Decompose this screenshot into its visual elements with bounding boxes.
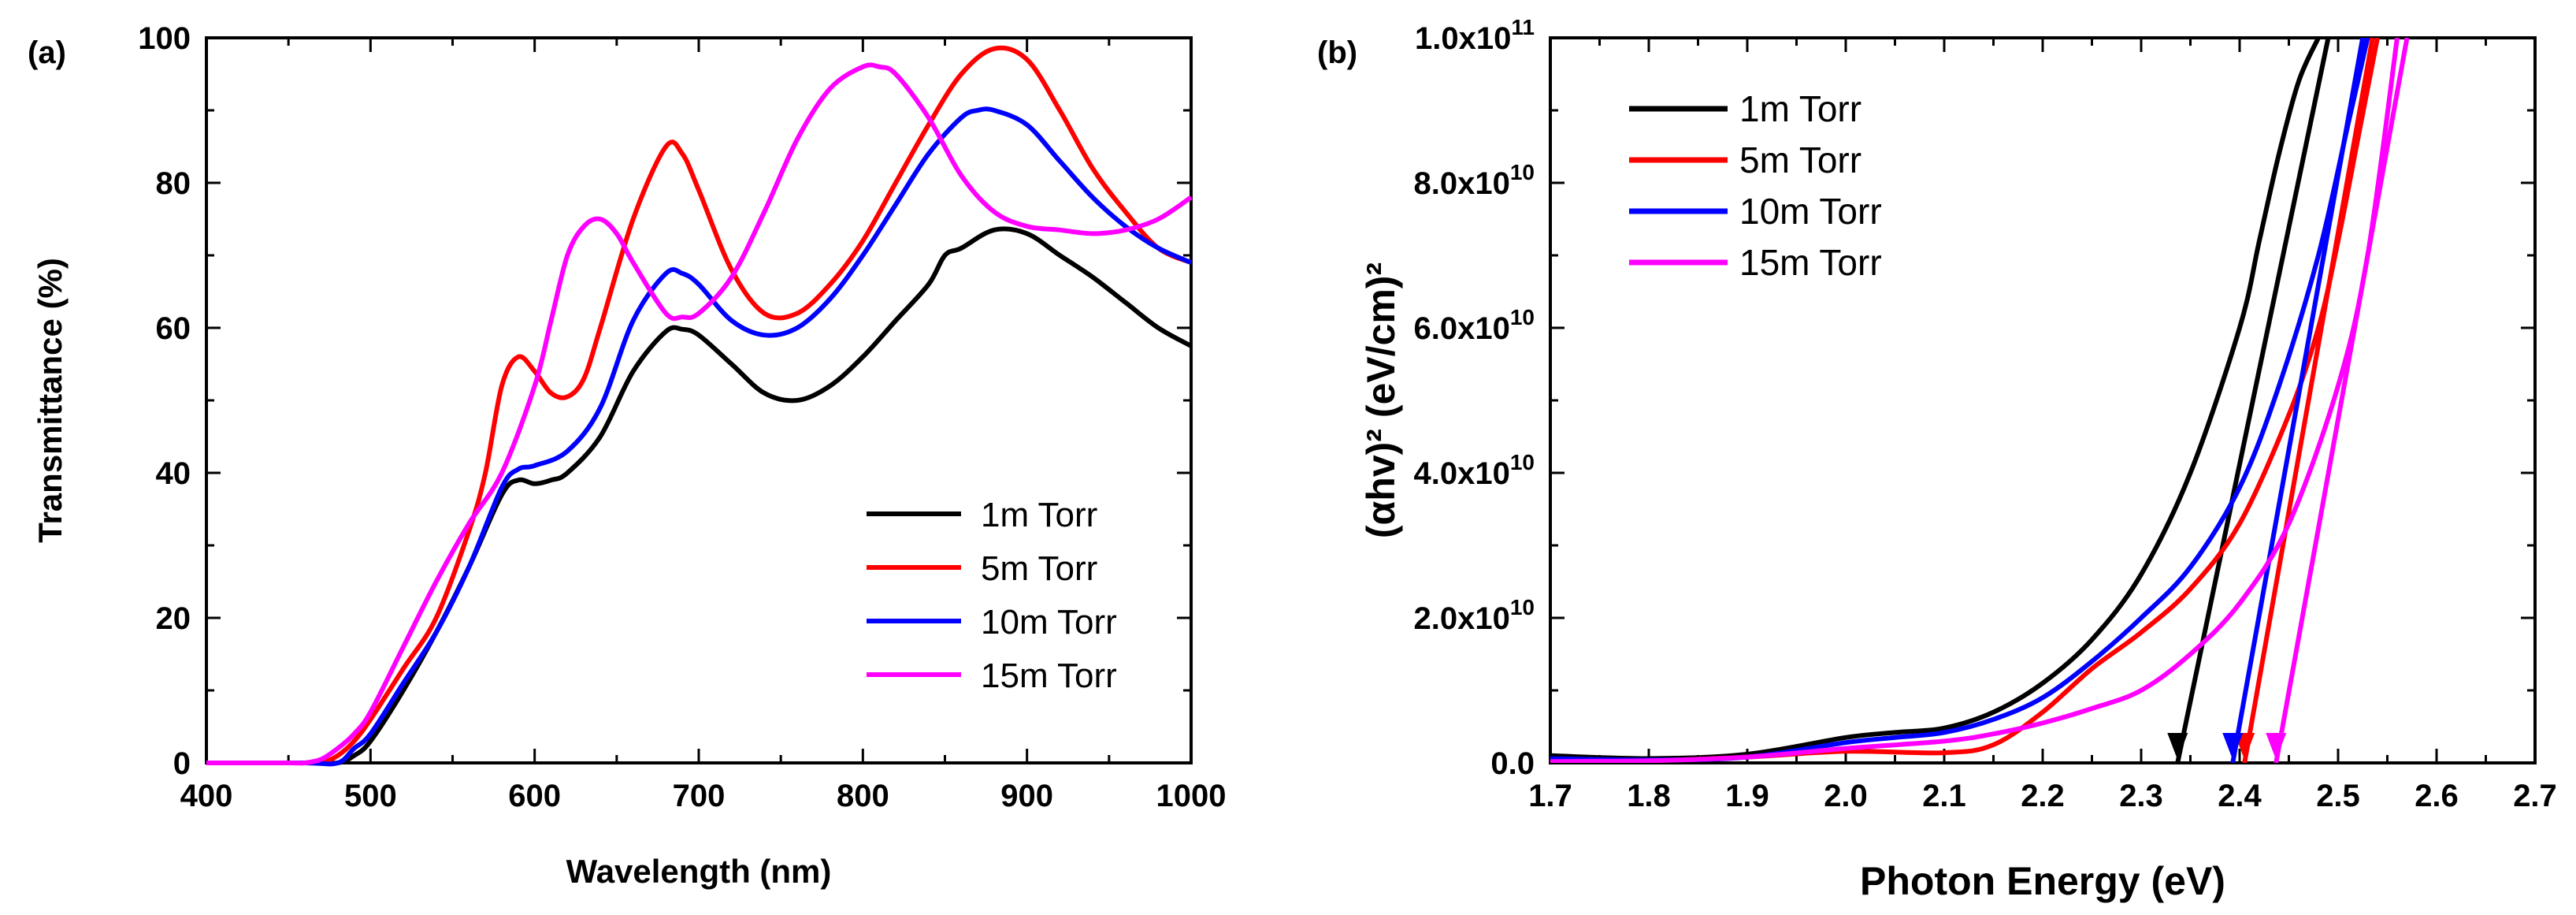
panel-b-y-tick-label: 4.0x1010: [1414, 450, 1535, 491]
panel-b-curves: [1550, 38, 2410, 763]
panel-b-y-tick-mantissa: 0.0: [1490, 746, 1535, 781]
panel-b-y-tick-exponent: 11: [1511, 15, 1535, 39]
panel-a-x-tick-label: 400: [180, 779, 233, 813]
panel-b-y-tick-label: 2.0x1010: [1414, 595, 1535, 636]
panel-b-arrowhead-1: [2167, 733, 2188, 760]
panel-b-y-axis-title-text: (αhv)² (eV/cm)²: [1359, 262, 1403, 538]
panel-b-series-line-4: [1550, 38, 2400, 763]
panel-a-x-tick-label: 800: [837, 779, 889, 813]
panel-a-y-tick-label: 60: [156, 311, 191, 346]
panel-a-y-tick-label: 80: [156, 166, 191, 201]
panel-b-arrowhead-4: [2266, 733, 2287, 760]
panel-b-label: (b): [1317, 35, 1357, 70]
panel-a-y-axis-title: Transmittance (%): [32, 258, 69, 543]
panel-b-y-tick-mantissa: 1.0x10: [1415, 21, 1511, 56]
panel-b-x-tick-label: 2.7: [2513, 779, 2557, 813]
panel-a-x-tick-label: 600: [508, 779, 561, 813]
panel-b-y-tick-label: 0.0: [1490, 746, 1535, 781]
panel-a-plot-frame: [205, 36, 1193, 764]
panel-b-x-tick-label: 2.6: [2415, 779, 2459, 813]
panel-b-legend-label: 1m Torr: [1739, 88, 1861, 129]
panel-b-arrowhead-3: [2222, 733, 2244, 760]
panel-a-x-tick-label: 500: [344, 779, 397, 813]
panel-b-y-tick-exponent: 10: [1510, 305, 1535, 329]
panel-a-legend-label: 1m Torr: [981, 496, 1097, 534]
panel-b-x-tick-label: 2.0: [1824, 779, 1868, 813]
panel-b-series-line-1: [1550, 38, 2321, 761]
panel-b-x-tick-label: 1.9: [1725, 779, 1769, 813]
panel-a-series-line-3: [206, 106, 1193, 767]
panel-b-y-tick-mantissa: 4.0x10: [1414, 456, 1510, 491]
panel-b-y-tick-mantissa: 2.0x10: [1414, 601, 1510, 636]
panel-b-tangent-line-3: [2230, 38, 2366, 763]
panel-b-x-tick-label: 2.3: [2119, 779, 2163, 813]
panel-b-tauc-plot: (b) 1.7 1.8 1.9 2.0 2.1 2.2 2.3 2.4 2.5 2.6 2.7 0.0…: [1317, 15, 2557, 903]
panel-a-x-tick-label: 1000: [1156, 779, 1227, 813]
panel-b-y-tick-mantissa: 8.0x10: [1414, 166, 1510, 201]
panel-b-series-line-3: [1550, 38, 2370, 763]
panel-a-x-tick-label: 900: [1000, 779, 1053, 813]
panel-a-axes: 400 500 600 700 800 900 1000 0 20 40 60 80 100: [138, 21, 1226, 813]
panel-a-legend-label: 5m Torr: [981, 549, 1097, 588]
panel-b-legend-label: 5m Torr: [1739, 139, 1861, 180]
panel-b-x-tick-label: 2.2: [2021, 779, 2065, 813]
panel-b-x-tick-label: 2.1: [1922, 779, 1966, 813]
panel-b-legend-label: 15m Torr: [1739, 242, 1882, 283]
panel-b-tangent-line-4: [2273, 38, 2410, 763]
panel-a-x-tick-label: 700: [673, 779, 726, 813]
panel-a-series-line-2: [206, 45, 1193, 766]
panel-b-x-tick-label: 1.8: [1627, 779, 1671, 813]
panel-b-y-tick-exponent: 10: [1510, 160, 1535, 184]
panel-b-tangent-line-2: [2242, 38, 2375, 763]
panel-b-legend-label: 10m Torr: [1739, 191, 1882, 232]
panel-a-legend: 1m Torr 5m Torr 10m Torr 15m Torr: [867, 496, 1117, 695]
panel-a-series-line-4: [206, 62, 1193, 766]
panel-b-x-tick-label: 1.7: [1528, 779, 1572, 813]
panel-b-y-tick-label: 1.0x1011: [1415, 15, 1535, 56]
panel-a-label: (a): [28, 35, 66, 70]
panel-a-y-tick-label: 40: [156, 456, 191, 491]
panel-b-y-tick-label: 8.0x1010: [1414, 160, 1535, 201]
panel-a-legend-label: 15m Torr: [981, 656, 1117, 695]
panel-a-y-tick-label: 20: [156, 601, 191, 636]
panel-a-transmittance-chart: (a) 400 500 600 700 800 900 1000 0 20 40 60 80 100 1…: [28, 21, 1226, 890]
panel-b-x-axis-title: Photon Energy (eV): [1860, 859, 2225, 903]
panel-b-x-tick-label: 2.4: [2218, 779, 2262, 813]
panel-a-series-line-1: [206, 226, 1193, 766]
panel-a-y-tick-label: 0: [173, 746, 191, 781]
panel-b-y-tick-exponent: 10: [1510, 595, 1535, 619]
panel-b-y-tick-exponent: 10: [1510, 450, 1535, 474]
panel-b-axes: 1.7 1.8 1.9 2.0 2.1 2.2 2.3 2.4 2.5 2.6 2.7 0.0 2.0x…: [1414, 15, 2557, 813]
panel-a-x-axis-title: Wavelength (nm): [566, 853, 832, 890]
panel-a-y-tick-label: 100: [138, 21, 191, 56]
panel-b-legend: 1m Torr 5m Torr 10m Torr 15m Torr: [1629, 88, 1882, 283]
panel-b-y-tick-mantissa: 6.0x10: [1414, 311, 1510, 346]
panel-a-curves: [206, 45, 1193, 767]
panel-b-y-axis-title: (αhv)² (eV/cm)²: [1359, 262, 1403, 538]
panel-a-legend-label: 10m Torr: [981, 603, 1117, 642]
panel-b-x-tick-label: 2.5: [2316, 779, 2360, 813]
panel-b-y-tick-label: 6.0x1010: [1414, 305, 1535, 346]
